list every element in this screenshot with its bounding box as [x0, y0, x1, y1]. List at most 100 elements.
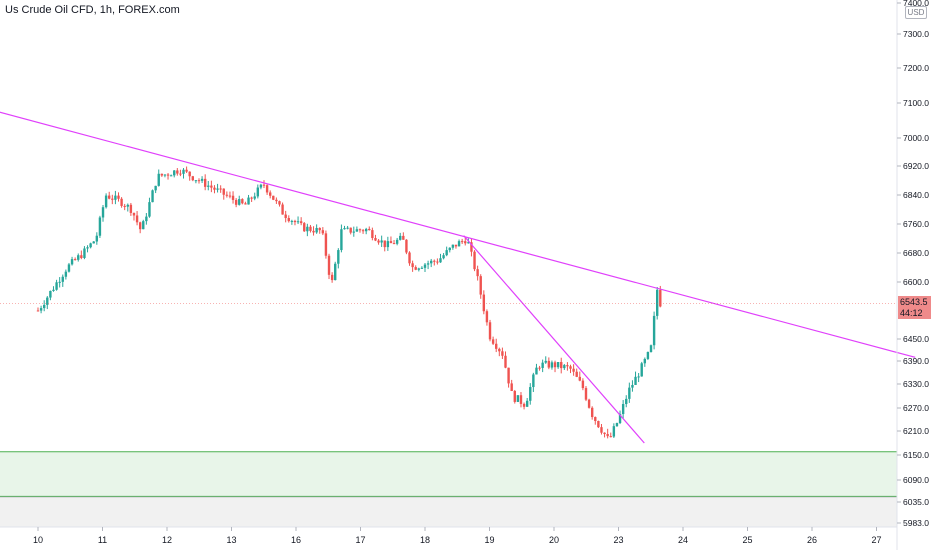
candle	[436, 258, 439, 265]
candle-body	[213, 187, 216, 190]
candle	[58, 277, 61, 288]
candle	[439, 253, 442, 263]
candle-body	[399, 235, 402, 240]
y-tick-label: 6760.0	[903, 219, 929, 229]
candle	[581, 378, 585, 391]
bar-countdown: 44:12	[900, 308, 923, 318]
candle	[284, 210, 287, 223]
candle	[259, 183, 263, 190]
candle-body	[135, 215, 139, 223]
candle	[293, 219, 297, 226]
candle	[309, 224, 312, 233]
candle	[380, 235, 383, 247]
candle-body	[584, 388, 588, 400]
x-tick-label: 23	[613, 535, 623, 545]
candle	[225, 191, 229, 198]
candle-body	[250, 197, 253, 199]
candle	[324, 230, 328, 259]
candle-body	[154, 185, 157, 191]
candle-body	[349, 227, 352, 233]
candle-body	[46, 297, 49, 305]
candle	[52, 286, 55, 292]
bottom-pane-layer	[0, 496, 897, 527]
candle-body	[414, 267, 417, 270]
candle-body	[637, 376, 640, 378]
candle	[234, 198, 238, 208]
candle-body	[293, 220, 297, 223]
candle-body	[281, 204, 284, 215]
candle	[213, 185, 216, 194]
candle-body	[553, 362, 557, 368]
y-tick-label: 5983.0	[903, 518, 929, 528]
candle-body	[519, 395, 523, 404]
candle-body	[479, 276, 482, 295]
candle	[321, 227, 325, 236]
candle-body	[485, 311, 489, 323]
candle-body	[535, 367, 538, 375]
candle-body	[590, 407, 594, 418]
candle	[556, 362, 560, 369]
trendline-layer	[0, 111, 916, 444]
candle	[358, 228, 362, 233]
candle-body	[287, 218, 290, 222]
x-tick-label: 10	[33, 535, 43, 545]
candle-body	[368, 228, 371, 231]
candle-body	[634, 376, 637, 385]
candle	[640, 361, 643, 377]
y-tick-label: 6035.0	[903, 497, 929, 507]
candle	[389, 236, 393, 244]
candle-body	[566, 365, 569, 367]
candle-body	[603, 432, 606, 435]
candle-body	[315, 227, 318, 233]
candle-body	[166, 174, 170, 176]
candle-body	[442, 255, 445, 259]
candle-body	[383, 240, 386, 248]
candle-body	[244, 203, 247, 205]
candle	[495, 338, 498, 353]
candle-body	[101, 207, 105, 218]
candle-body	[98, 217, 102, 236]
candle	[250, 196, 253, 202]
candle-body	[643, 358, 647, 364]
candle-body	[522, 403, 526, 407]
candle-body	[429, 260, 433, 264]
candle-body	[501, 351, 504, 356]
last-price-value: 6543.5	[900, 297, 928, 307]
x-tick-label: 18	[420, 535, 430, 545]
candle-body	[606, 434, 609, 437]
candlestick-series	[36, 166, 662, 439]
candle	[529, 383, 532, 405]
candle	[600, 423, 603, 435]
candle-body	[278, 201, 281, 205]
candle-body	[504, 355, 507, 368]
candle	[126, 203, 129, 212]
candle-body	[73, 259, 77, 261]
candle	[185, 166, 188, 174]
candle	[544, 356, 547, 364]
candle	[594, 416, 597, 425]
y-tick-label: 7300.0	[903, 29, 929, 39]
candle	[272, 195, 275, 201]
candle-body	[321, 230, 325, 234]
candle-body	[42, 304, 46, 309]
candle-body	[296, 221, 300, 223]
candle	[129, 202, 133, 216]
candle	[433, 259, 436, 266]
y-tick-label: 6210.0	[903, 426, 929, 436]
candle	[395, 237, 399, 246]
candle-body	[510, 383, 513, 391]
candle	[80, 250, 83, 260]
y-tick-label: 6090.0	[903, 475, 929, 485]
candle-body	[169, 175, 173, 177]
candle-body	[538, 367, 541, 369]
candle-body	[210, 185, 213, 188]
candle	[148, 197, 151, 218]
currency-badge[interactable]: USD	[905, 6, 927, 19]
candle	[281, 202, 284, 215]
candle	[207, 180, 210, 191]
candle-body	[228, 195, 232, 197]
candle-body	[612, 426, 616, 437]
